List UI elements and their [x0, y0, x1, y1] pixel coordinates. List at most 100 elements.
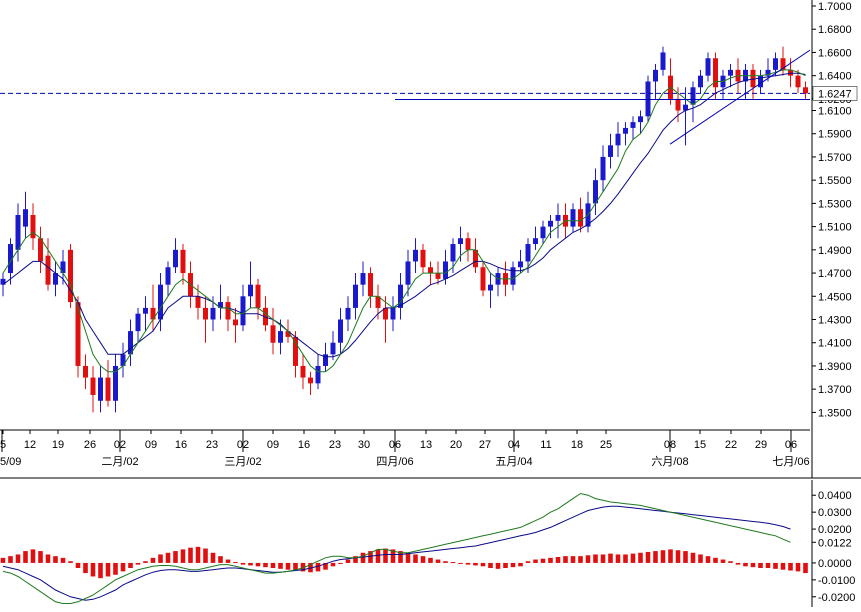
- price-y-tick-label: 1.6800: [818, 24, 852, 36]
- candle-body-up: [390, 307, 396, 320]
- candle-body-up: [338, 319, 343, 343]
- candle-body-down: [308, 377, 313, 384]
- candle-body-up: [218, 302, 223, 308]
- price-y-tick-label: 1.6400: [818, 71, 852, 83]
- candle-body-up: [165, 267, 171, 285]
- candle-body-up: [690, 87, 696, 105]
- candle-body-down: [368, 273, 373, 297]
- indicator-bar: [555, 557, 561, 563]
- x-day-label: 25: [600, 439, 612, 451]
- indicator-bar: [465, 562, 471, 565]
- candle-body-down: [90, 377, 96, 395]
- candle-body-down: [795, 75, 801, 88]
- ma-fast-line: [2, 69, 806, 373]
- candle-body-up: [510, 267, 516, 285]
- indicator-bar: [675, 550, 681, 563]
- price-y-tick-label: 1.5100: [818, 222, 852, 234]
- candle-body-up: [488, 284, 493, 291]
- indicator-bar: [360, 552, 366, 563]
- x-month-label: 二月/02: [101, 456, 138, 468]
- candle-body-up: [705, 58, 711, 76]
- candle-body-up: [623, 127, 628, 134]
- indicator-bar: [353, 556, 358, 563]
- indicator-bar: [600, 554, 606, 563]
- x-month-label: 四月/06: [376, 456, 413, 468]
- indicator-bar: [638, 552, 643, 563]
- indicator-bar: [75, 562, 81, 568]
- candle-body-up: [210, 307, 216, 320]
- candle-body-down: [225, 302, 231, 320]
- indicator-bar: [645, 551, 651, 563]
- indicator-bar: [795, 562, 801, 572]
- indicator-bar: [458, 562, 463, 564]
- indicator-bar: [623, 554, 628, 563]
- candle-body-down: [473, 249, 478, 268]
- x-day-label: 15: [694, 439, 706, 451]
- candle-body-down: [195, 296, 201, 308]
- candle-body-down: [38, 238, 43, 262]
- candle-body-up: [698, 75, 703, 88]
- candle-body-up: [608, 145, 613, 157]
- x-month-label: 三月/02: [224, 456, 261, 468]
- x-axis: 5 12 19 26 02 09 16 23 02 09 16 23 30 06 13 20 27 04 11 18 2…: [0, 429, 810, 468]
- x-day-label: 5: [0, 439, 6, 451]
- x-day-label: 23: [206, 439, 218, 451]
- indicator-bar: [158, 554, 163, 563]
- indicator-bar: [713, 557, 718, 563]
- candle-body-up: [158, 284, 163, 320]
- candle-body-up: [330, 342, 336, 355]
- indicator-bar: [8, 556, 13, 563]
- indicator-bar: [150, 557, 156, 563]
- indicator-bar: [765, 562, 771, 568]
- x-day-label: 26: [84, 439, 96, 451]
- candle-body-up: [98, 377, 103, 401]
- x-month-label: 六月/08: [651, 455, 688, 468]
- price-y-tick-label: 1.4700: [818, 268, 852, 280]
- candle-body-up: [615, 133, 621, 146]
- candle-body-up: [315, 365, 321, 384]
- indicator-bar: [525, 561, 531, 563]
- candle-body-down: [233, 319, 238, 326]
- current-price-label: 1.6247: [818, 88, 852, 100]
- indicator-bar: [413, 554, 418, 563]
- indicator-bar: [173, 551, 178, 563]
- indicator-bar: [165, 552, 171, 563]
- indicator-bar: [270, 562, 276, 568]
- x-day-label: 30: [358, 439, 370, 451]
- indicator-bar: [780, 562, 786, 570]
- indicator-bar: [630, 553, 636, 563]
- candle-body-up: [353, 284, 358, 308]
- indicator-bar: [788, 562, 793, 571]
- candle-body-up: [443, 261, 448, 279]
- trendline: [669, 49, 811, 145]
- candle-body-down: [30, 215, 36, 239]
- candle-body-down: [263, 307, 268, 326]
- candle-body-up: [458, 238, 463, 245]
- indicator-y-tick-label: -0.0100: [818, 575, 855, 587]
- indicator-bar: [720, 559, 726, 563]
- price-y-tick-label: 1.7000: [818, 1, 852, 13]
- candle-body-down: [270, 325, 276, 343]
- candle-body-down: [375, 296, 381, 308]
- candle-body-down: [713, 58, 718, 88]
- candle-body-up: [345, 307, 351, 320]
- indicator-bar: [593, 554, 598, 563]
- price-y-tick-label: 1.4500: [818, 291, 852, 303]
- x-day-label: 19: [52, 439, 64, 451]
- indicator-bar: [180, 549, 186, 563]
- indicator-current-value-label: 0.0122: [818, 537, 852, 549]
- candle-body-up: [600, 156, 606, 181]
- candle-body-up: [53, 273, 58, 285]
- indicator-bar: [203, 548, 208, 563]
- candle-body-down: [428, 267, 433, 274]
- indicator-fast-line: [2, 492, 791, 604]
- indicator-bar: [750, 562, 756, 568]
- indicator-bar: [473, 562, 478, 566]
- candle-body-up: [773, 58, 778, 70]
- candle-body-up: [758, 75, 763, 88]
- candle-body-up: [683, 104, 688, 111]
- x-day-label: 20: [450, 439, 462, 451]
- indicator-bar: [83, 562, 88, 574]
- candle-body-up: [413, 249, 418, 262]
